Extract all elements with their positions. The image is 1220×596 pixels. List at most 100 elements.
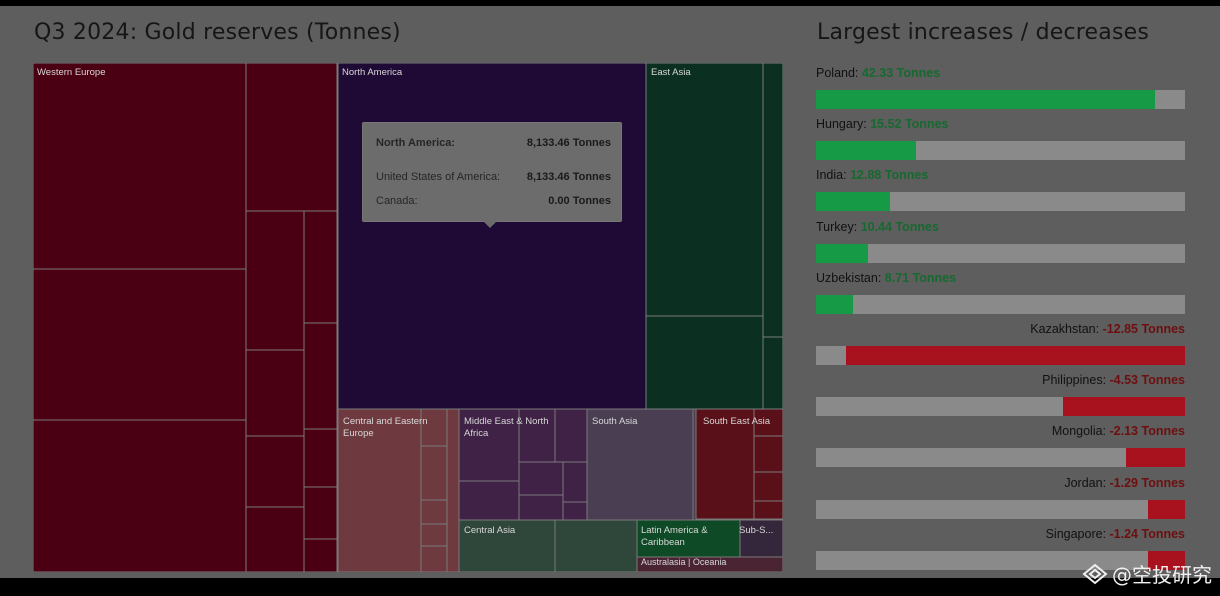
tm-cell-mena-2 — [518, 408, 556, 463]
treemap-tooltip: North America: 8,133.46 Tonnes United St… — [362, 122, 622, 222]
bottom-letterbox — [0, 578, 1220, 596]
bar-category: Poland: — [816, 66, 862, 80]
top-letterbox — [0, 0, 1220, 6]
change-bar-chart: Poland: 42.33 Tonnes Hungary: 15.52 Tonne… — [816, 66, 1185, 578]
decrease-bar[interactable] — [1063, 397, 1185, 417]
tm-cell-western-europe-7 — [245, 435, 305, 508]
bar-value-label: -1.29 Tonnes — [1109, 475, 1185, 490]
bar-value-label: 10.44 Tonnes — [860, 219, 939, 234]
tm-label-western-europe: Western Europe — [37, 67, 106, 78]
bar-category: India: — [816, 168, 851, 183]
bar-row-kazakhstan: Kazakhstan: -12.85 Tonnes — [816, 322, 1185, 374]
bar-row-poland: Poland: 42.33 Tonnes — [816, 66, 1185, 118]
bar-label: Uzbekistan: 8.71 Tonnes — [816, 271, 956, 285]
tm-cell-western-europe-5 — [245, 210, 305, 351]
bar-value-label: 42.33 Tonnes — [861, 66, 941, 80]
tm-cell-australasia — [636, 556, 783, 572]
treemap[interactable]: Western Europe North America East Asia C… — [33, 63, 783, 572]
bar-category: Philippines: — [1042, 373, 1110, 388]
tm-cell-sea-3 — [753, 435, 783, 473]
bar-label: Poland: 42.33 Tonnes — [816, 66, 940, 80]
bar-row-turkey: Turkey: 10.44 Tonnes — [816, 220, 1185, 272]
bar-track — [816, 550, 1185, 570]
tm-cell-cee-2 — [420, 445, 448, 501]
decrease-bar[interactable] — [846, 346, 1185, 365]
bar-label: Jordan: -1.29 Tonnes — [1064, 476, 1185, 490]
decrease-bar[interactable] — [1148, 550, 1185, 570]
tm-cell-mena-4 — [518, 461, 564, 496]
bar-value-label: -1.24 Tonnes — [1109, 526, 1185, 541]
bar-category: Jordan: — [1064, 475, 1110, 490]
tm-label-east-asia: East Asia — [651, 67, 691, 78]
watermark-text: @空投研究 — [1112, 563, 1212, 587]
tm-cell-mena-6 — [458, 480, 520, 521]
bar-value-label: -2.13 Tonnes — [1109, 424, 1185, 439]
bar-value-label: 12.88 Tonnes — [850, 168, 929, 183]
tm-cell-north-america — [337, 63, 647, 410]
tm-cell-sub-saharan — [739, 519, 783, 560]
tm-cell-western-europe-2 — [33, 268, 247, 421]
bar-row-uzbekistan: Uzbekistan: 8.71 Tonnes — [816, 271, 1185, 323]
tm-cell-western-europe-13 — [303, 538, 338, 572]
increase-bar[interactable] — [816, 192, 890, 212]
tm-cell-western-europe-6 — [245, 349, 305, 437]
tm-cell-sea-5 — [753, 500, 783, 520]
tm-cell-western-europe-3 — [33, 419, 247, 572]
tooltip-row-label: Canada: — [376, 195, 418, 207]
bar-label: Mongolia: -2.13 Tonnes — [1052, 424, 1185, 438]
tm-label-australasia: Australasia | Oceania — [641, 557, 727, 567]
bar-track — [816, 141, 1185, 161]
bar-row-singapore: Singapore: -1.24 Tonnes — [816, 527, 1185, 578]
tooltip-row: Canada: 0.00 Tonnes — [376, 195, 611, 207]
tm-cell-western-europe-1 — [33, 63, 247, 270]
bar-category: Uzbekistan: — [816, 270, 885, 285]
bars-title: Largest increases / decreases — [817, 20, 1149, 45]
bar-row-india: India: 12.88 Tonnes — [816, 168, 1185, 220]
bar-label: India: 12.88 Tonnes — [816, 168, 928, 182]
bar-category: Turkey: — [816, 219, 861, 234]
tooltip-arrow — [483, 221, 497, 228]
tm-label-south-east-asia: South East Asia — [703, 416, 771, 427]
tooltip-header-label: North America: — [376, 137, 456, 149]
tooltip-row-label: United States of America: — [376, 171, 501, 183]
watermark-logo-icon — [1082, 563, 1108, 584]
tooltip-header-row: North America: 8,133.46 Tonnes — [376, 137, 611, 149]
bar-track — [816, 90, 1185, 109]
tm-cell-mena-5 — [562, 461, 588, 503]
tm-cell-western-europe-10 — [303, 322, 338, 430]
bar-value-label: 15.52 Tonnes — [870, 117, 949, 132]
tm-cell-sea-4 — [753, 471, 783, 502]
decrease-bar[interactable] — [1126, 448, 1185, 468]
increase-bar[interactable] — [816, 243, 868, 263]
bar-category: Mongolia: — [1051, 424, 1110, 439]
tm-cell-central-asia-2 — [554, 519, 638, 572]
tm-label-sub-saharan: Sub-S... — [739, 525, 774, 536]
bar-track — [816, 448, 1185, 468]
bar-row-mongolia: Mongolia: -2.13 Tonnes — [816, 424, 1185, 476]
bar-row-jordan: Jordan: -1.29 Tonnes — [816, 476, 1185, 528]
tm-label-central-asia: Central Asia — [464, 525, 516, 536]
bar-value-label: -4.53 Tonnes — [1109, 373, 1185, 388]
bar-label: Philippines: -4.53 Tonnes — [1042, 373, 1185, 387]
bar-value-label: 8.71 Tonnes — [884, 270, 957, 285]
bar-row-philippines: Philippines: -4.53 Tonnes — [816, 373, 1185, 425]
increase-bar[interactable] — [816, 141, 916, 161]
chart-page: Q3 2024: Gold reserves (Tonnes) Largest … — [0, 6, 1220, 578]
bar-label: Singapore: -1.24 Tonnes — [1046, 527, 1185, 541]
increase-bar[interactable] — [816, 294, 853, 314]
bar-value-label: -12.85 Tonnes — [1102, 322, 1185, 336]
bar-track — [816, 192, 1185, 212]
bar-label: Hungary: 15.52 Tonnes — [816, 117, 948, 131]
bar-track — [816, 346, 1185, 365]
tooltip-header-value: 8,133.46 Tonnes — [526, 137, 611, 149]
tm-cell-cee-7 — [446, 408, 460, 572]
decrease-bar[interactable] — [1148, 499, 1185, 519]
bar-label: Turkey: 10.44 Tonnes — [816, 220, 939, 234]
tm-cell-east-asia-2 — [645, 315, 764, 410]
tm-label-central-eastern-europe: Central and Eastern Europe — [343, 416, 428, 439]
tm-cell-sea-2 — [753, 408, 783, 437]
bar-category: Hungary: — [816, 117, 871, 132]
tooltip-row-value: 8,133.46 Tonnes — [526, 171, 611, 183]
tm-cell-east-asia-3 — [762, 63, 783, 338]
increase-bar[interactable] — [816, 90, 1155, 109]
